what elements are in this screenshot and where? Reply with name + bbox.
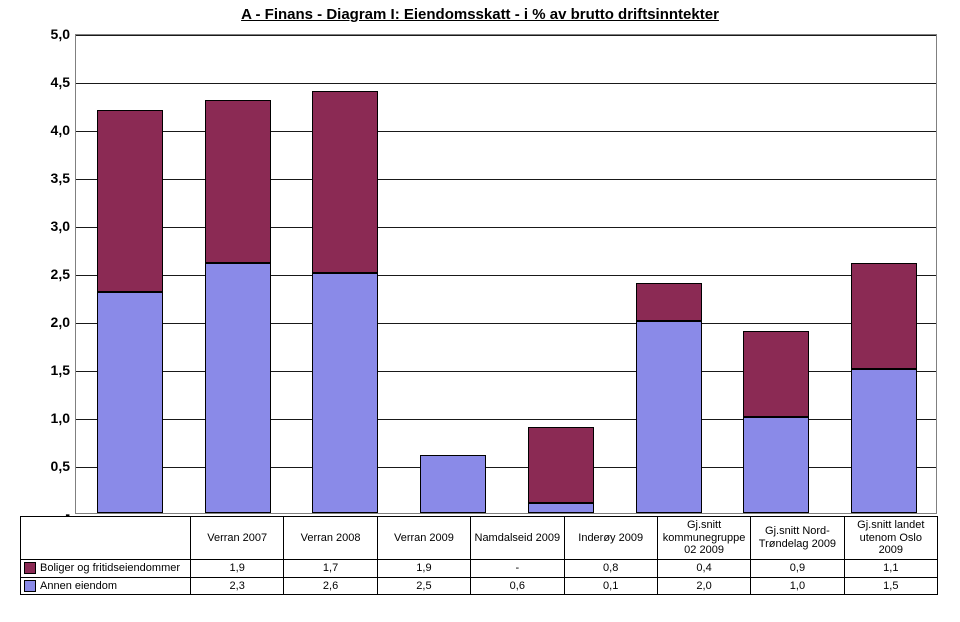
bar-segment-boliger: [205, 100, 271, 263]
table-cell: 0,6: [471, 577, 564, 595]
table-col-header: Verran 2009: [377, 517, 470, 560]
table-col-header: Verran 2007: [191, 517, 284, 560]
table-cell: 2,3: [191, 577, 284, 595]
y-tick-label: 1,0: [30, 410, 70, 426]
table-col-header: Inderøy 2009: [564, 517, 657, 560]
bar-group: [743, 33, 809, 513]
bar-segment-boliger: [528, 427, 594, 504]
table-cell: 2,6: [284, 577, 377, 595]
bar-group: [97, 33, 163, 513]
bar-group: [528, 33, 594, 513]
legend-swatch-icon: [24, 580, 36, 592]
y-tick-label: 2,0: [30, 314, 70, 330]
y-tick-label: 3,0: [30, 218, 70, 234]
table-corner: [21, 517, 191, 560]
plot-area: [75, 34, 937, 514]
y-tick-label: 2,5: [30, 266, 70, 282]
y-tick-label: 1,5: [30, 362, 70, 378]
chart-title: A - Finans - Diagram I: Eiendomsskatt - …: [241, 6, 719, 23]
y-axis-labels: -0,51,01,52,02,53,03,54,04,55,0: [30, 34, 70, 514]
bar-segment-annen: [528, 503, 594, 513]
chart-page: A - Finans - Diagram I: Eiendomsskatt - …: [0, 0, 960, 622]
y-tick-label: 5,0: [30, 26, 70, 42]
table-cell: 0,9: [751, 559, 844, 577]
bar-group: [851, 33, 917, 513]
bar-segment-annen: [97, 292, 163, 513]
table-cell: 0,8: [564, 559, 657, 577]
chart-title-wrap: A - Finans - Diagram I: Eiendomsskatt - …: [0, 6, 960, 24]
table-row-header: Annen eiendom: [21, 577, 191, 595]
bar-segment-annen: [205, 263, 271, 513]
table-col-header: Gj.snitt Nord-Trøndelag 2009: [751, 517, 844, 560]
table-row-header: Boliger og fritidseiendommer: [21, 559, 191, 577]
table-cell: -: [471, 559, 564, 577]
table-cell: 1,7: [284, 559, 377, 577]
bar-group: [636, 33, 702, 513]
table-cell: 1,0: [751, 577, 844, 595]
table-row: Annen eiendom2,32,62,50,60,12,01,01,5: [21, 577, 938, 595]
bar-group: [420, 33, 486, 513]
table-col-header: Namdalseid 2009: [471, 517, 564, 560]
table-col-header: Gj.snitt kommunegruppe 02 2009: [657, 517, 750, 560]
table-cell: 2,5: [377, 577, 470, 595]
grid-line: [76, 83, 936, 84]
bar-segment-boliger: [312, 91, 378, 273]
bar-group: [312, 33, 378, 513]
bar-segment-annen: [851, 369, 917, 513]
y-tick-label: 3,5: [30, 170, 70, 186]
bar-segment-boliger: [743, 331, 809, 417]
legend-table: Verran 2007Verran 2008Verran 2009Namdals…: [20, 516, 938, 595]
bar-segment-annen: [636, 321, 702, 513]
y-tick-label: 4,0: [30, 122, 70, 138]
bar-segment-boliger: [851, 263, 917, 369]
bar-segment-boliger: [97, 110, 163, 292]
bar-segment-boliger: [636, 283, 702, 321]
table-cell: 1,5: [844, 577, 937, 595]
bar-segment-annen: [420, 455, 486, 513]
legend-table-wrap: Verran 2007Verran 2008Verran 2009Namdals…: [20, 516, 938, 595]
table-cell: 0,1: [564, 577, 657, 595]
table-col-header: Verran 2008: [284, 517, 377, 560]
y-tick-label: 4,5: [30, 74, 70, 90]
table-col-header: Gj.snitt landet utenom Oslo 2009: [844, 517, 937, 560]
grid-line: [76, 35, 936, 36]
table-row: Boliger og fritidseiendommer1,91,71,9-0,…: [21, 559, 938, 577]
table-cell: 1,1: [844, 559, 937, 577]
bar-segment-annen: [312, 273, 378, 513]
table-cell: 1,9: [377, 559, 470, 577]
legend-swatch-icon: [24, 562, 36, 574]
table-cell: 0,4: [657, 559, 750, 577]
bar-group: [205, 33, 271, 513]
y-tick-label: 0,5: [30, 458, 70, 474]
bar-container: [76, 35, 936, 513]
bar-segment-annen: [743, 417, 809, 513]
table-cell: 2,0: [657, 577, 750, 595]
table-cell: 1,9: [191, 559, 284, 577]
table-header-row: Verran 2007Verran 2008Verran 2009Namdals…: [21, 517, 938, 560]
